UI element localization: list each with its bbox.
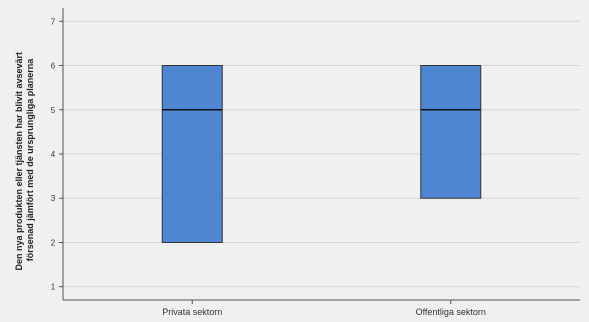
- gridlines: [63, 20, 580, 288]
- y-tick-label: 1: [51, 283, 56, 292]
- axes: [59, 8, 580, 304]
- y-tick-label: 3: [51, 194, 56, 203]
- y-axis-label: Den nya produkten eller tjänsten har bli…: [14, 49, 35, 270]
- y-tick-label: 6: [51, 62, 56, 71]
- x-category-label: Offentliga sektorn: [416, 307, 486, 317]
- box-1: [161, 65, 223, 243]
- y-axis-label-line-1: Den nya produkten eller tjänsten har bli…: [14, 52, 24, 271]
- x-category-label: Privata sektorn: [162, 307, 222, 317]
- y-tick-label: 2: [51, 238, 56, 247]
- boxes: [161, 65, 482, 243]
- y-axis-label-line-2: försenad jämfört med de ursprungliga pla…: [25, 58, 35, 262]
- y-tick-label: 4: [51, 150, 56, 159]
- box-2: [420, 65, 482, 199]
- labels: 1 2 3 4 5 6 7 Privata sektorn Offentliga sektorn: [51, 17, 486, 317]
- y-tick-label: 7: [51, 17, 56, 26]
- y-tick-label: 5: [51, 106, 56, 115]
